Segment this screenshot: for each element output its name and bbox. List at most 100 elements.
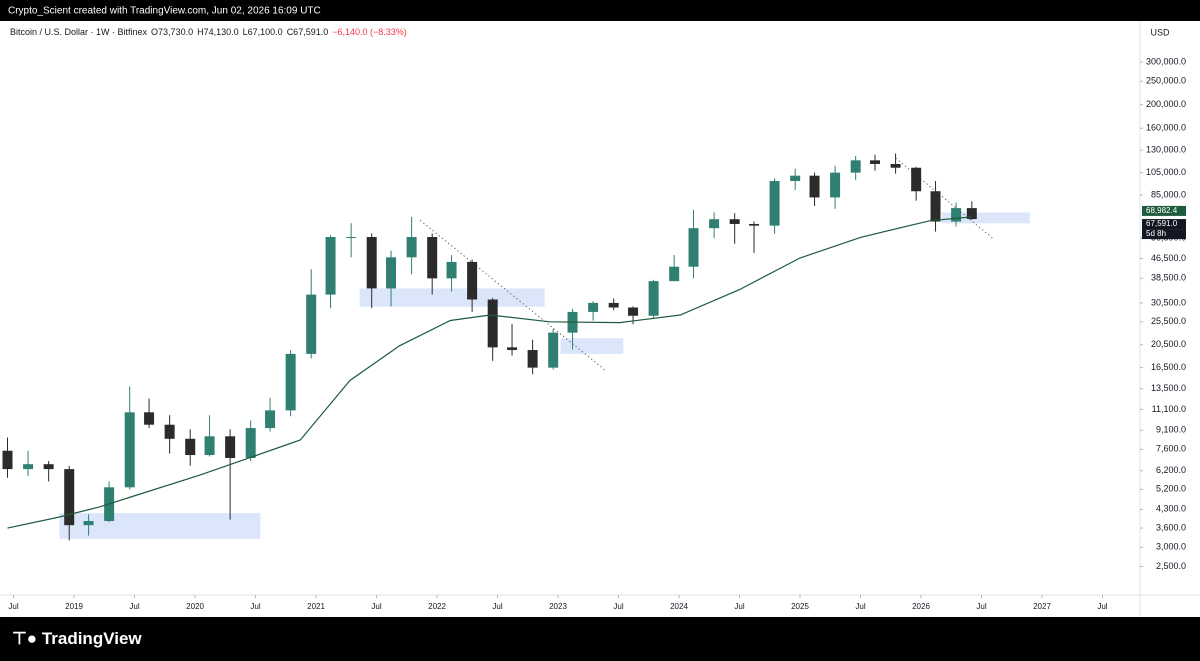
y-tick-label: 300,000.0 <box>1146 56 1186 66</box>
y-tick-label: 5,200.0 <box>1156 484 1186 494</box>
zone <box>59 513 261 539</box>
candle-body <box>951 208 962 222</box>
y-tick-label: 11,100.0 <box>1152 404 1186 414</box>
y-tick-label: 105,000.0 <box>1146 167 1186 177</box>
countdown-bg <box>1142 229 1186 240</box>
x-tick-label: Jul <box>976 602 986 611</box>
x-tick-label: 2021 <box>307 602 325 611</box>
candle-body <box>966 208 977 220</box>
candle-body <box>930 191 941 222</box>
candle-body <box>164 424 175 439</box>
y-tick-label: 16,500.0 <box>1151 362 1186 372</box>
x-tick-label: Jul <box>250 602 260 611</box>
y-tick-label: 3,000.0 <box>1156 542 1186 552</box>
x-tick-label: 2022 <box>428 602 446 611</box>
y-tick-label: 85,000.0 <box>1151 189 1186 199</box>
currency-label: USD <box>1150 27 1170 37</box>
candle-body <box>588 302 599 312</box>
candle-body <box>265 410 276 429</box>
candle-body <box>406 237 417 258</box>
x-tick-label: Jul <box>613 602 623 611</box>
candle-body <box>628 307 639 316</box>
moving-average <box>7 216 972 529</box>
candle-body <box>306 294 317 354</box>
candle-body <box>809 175 820 198</box>
y-tick-label: 200,000.0 <box>1146 99 1186 109</box>
candle-body <box>446 261 457 279</box>
candle-body <box>43 464 54 470</box>
footer-logo: ⊤● TradingView <box>12 629 142 648</box>
candle-body <box>548 332 559 368</box>
logo-mark: ⊤● <box>12 629 42 648</box>
x-tick-label: Jul <box>8 602 18 611</box>
x-tick-label: 2026 <box>912 602 930 611</box>
candle-body <box>245 428 256 458</box>
price-label-bg <box>1142 219 1186 230</box>
zone <box>359 288 545 307</box>
y-tick-label: 3,600.0 <box>1156 522 1186 532</box>
y-tick-label: 130,000.0 <box>1146 145 1186 155</box>
candle-body <box>185 438 196 456</box>
candle-body <box>709 219 720 229</box>
candle-body <box>688 228 699 267</box>
y-tick-label: 160,000.0 <box>1146 123 1186 133</box>
x-tick-label: 2024 <box>670 602 688 611</box>
candle-body <box>64 469 75 526</box>
candle-body <box>386 257 397 289</box>
ohlc-value: L67,100.0 <box>243 27 283 37</box>
countdown: 5d 8h <box>1146 229 1166 238</box>
x-tick-label: Jul <box>734 602 744 611</box>
y-tick-label: 46,500.0 <box>1151 253 1186 263</box>
zone <box>560 338 624 354</box>
ohlc-value: O73,730.0 <box>151 27 193 37</box>
y-tick-label: 25,500.0 <box>1151 316 1186 326</box>
candle-body <box>769 180 780 226</box>
symbol-title: Bitcoin / U.S. Dollar · 1W · Bitfinex <box>10 27 148 37</box>
candle-body <box>285 353 296 411</box>
x-tick-label: Jul <box>492 602 502 611</box>
candle-body <box>325 237 336 295</box>
x-tick-label: Jul <box>371 602 381 611</box>
candle-body <box>204 436 215 456</box>
y-tick-label: 4,300.0 <box>1156 504 1186 514</box>
header-text: Crypto_Scient created with TradingView.c… <box>8 6 321 17</box>
candle-body <box>850 160 861 173</box>
y-tick-label: 38,500.0 <box>1151 273 1186 283</box>
y-tick-label: 6,200.0 <box>1156 465 1186 475</box>
candle-body <box>608 302 619 308</box>
candle-body <box>124 412 135 488</box>
y-tick-label: 2,500.0 <box>1156 561 1186 571</box>
candle-body <box>346 237 357 239</box>
candle-body <box>669 266 680 282</box>
candle-body <box>527 350 538 368</box>
candle-body <box>870 160 881 164</box>
x-tick-label: Jul <box>855 602 865 611</box>
candle-body <box>366 237 377 289</box>
ohlc-value: −6,140.0 (−8.33%) <box>332 27 407 37</box>
footer-text: TradingView <box>42 629 143 648</box>
price-label: 68,982.4 <box>1146 206 1178 215</box>
y-tick-label: 13,500.0 <box>1151 383 1186 393</box>
candle-body <box>729 219 740 224</box>
x-tick-label: 2019 <box>65 602 83 611</box>
price-label-bg <box>1142 205 1186 216</box>
candle-body <box>507 347 518 351</box>
candle-body <box>911 167 922 192</box>
x-tick-label: 2027 <box>1033 602 1051 611</box>
x-tick-label: 2023 <box>549 602 567 611</box>
candle-body <box>83 520 94 526</box>
candle-body <box>890 163 901 168</box>
x-tick-label: 2025 <box>791 602 809 611</box>
candle-body <box>830 172 841 198</box>
y-tick-label: 20,500.0 <box>1151 339 1186 349</box>
price-label: 67,591.0 <box>1146 219 1178 228</box>
candle-body <box>648 281 659 316</box>
candle-body <box>225 436 236 458</box>
y-tick-label: 30,500.0 <box>1151 297 1186 307</box>
candle-body <box>2 450 13 470</box>
y-tick-label: 7,600.0 <box>1156 444 1186 454</box>
candle-body <box>487 299 498 348</box>
